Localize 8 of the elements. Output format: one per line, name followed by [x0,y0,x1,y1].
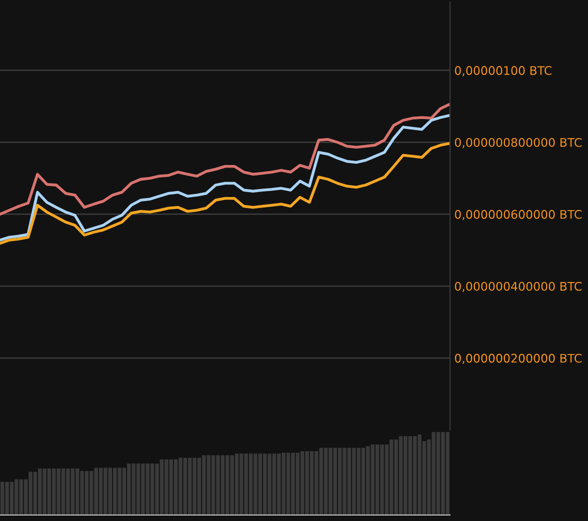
line-series [0,142,450,245]
y-tick-label: 0,00000100 BTC [454,66,552,76]
y-tick-label: 0,000000200000 BTC [454,354,582,364]
y-tick-label: 0,000000400000 BTC [454,282,582,292]
y-tick-label: 0,000000800000 BTC [454,138,582,148]
line-series [0,102,450,216]
line-series [0,114,450,242]
y-tick-label: 0,000000600000 BTC [454,210,582,220]
